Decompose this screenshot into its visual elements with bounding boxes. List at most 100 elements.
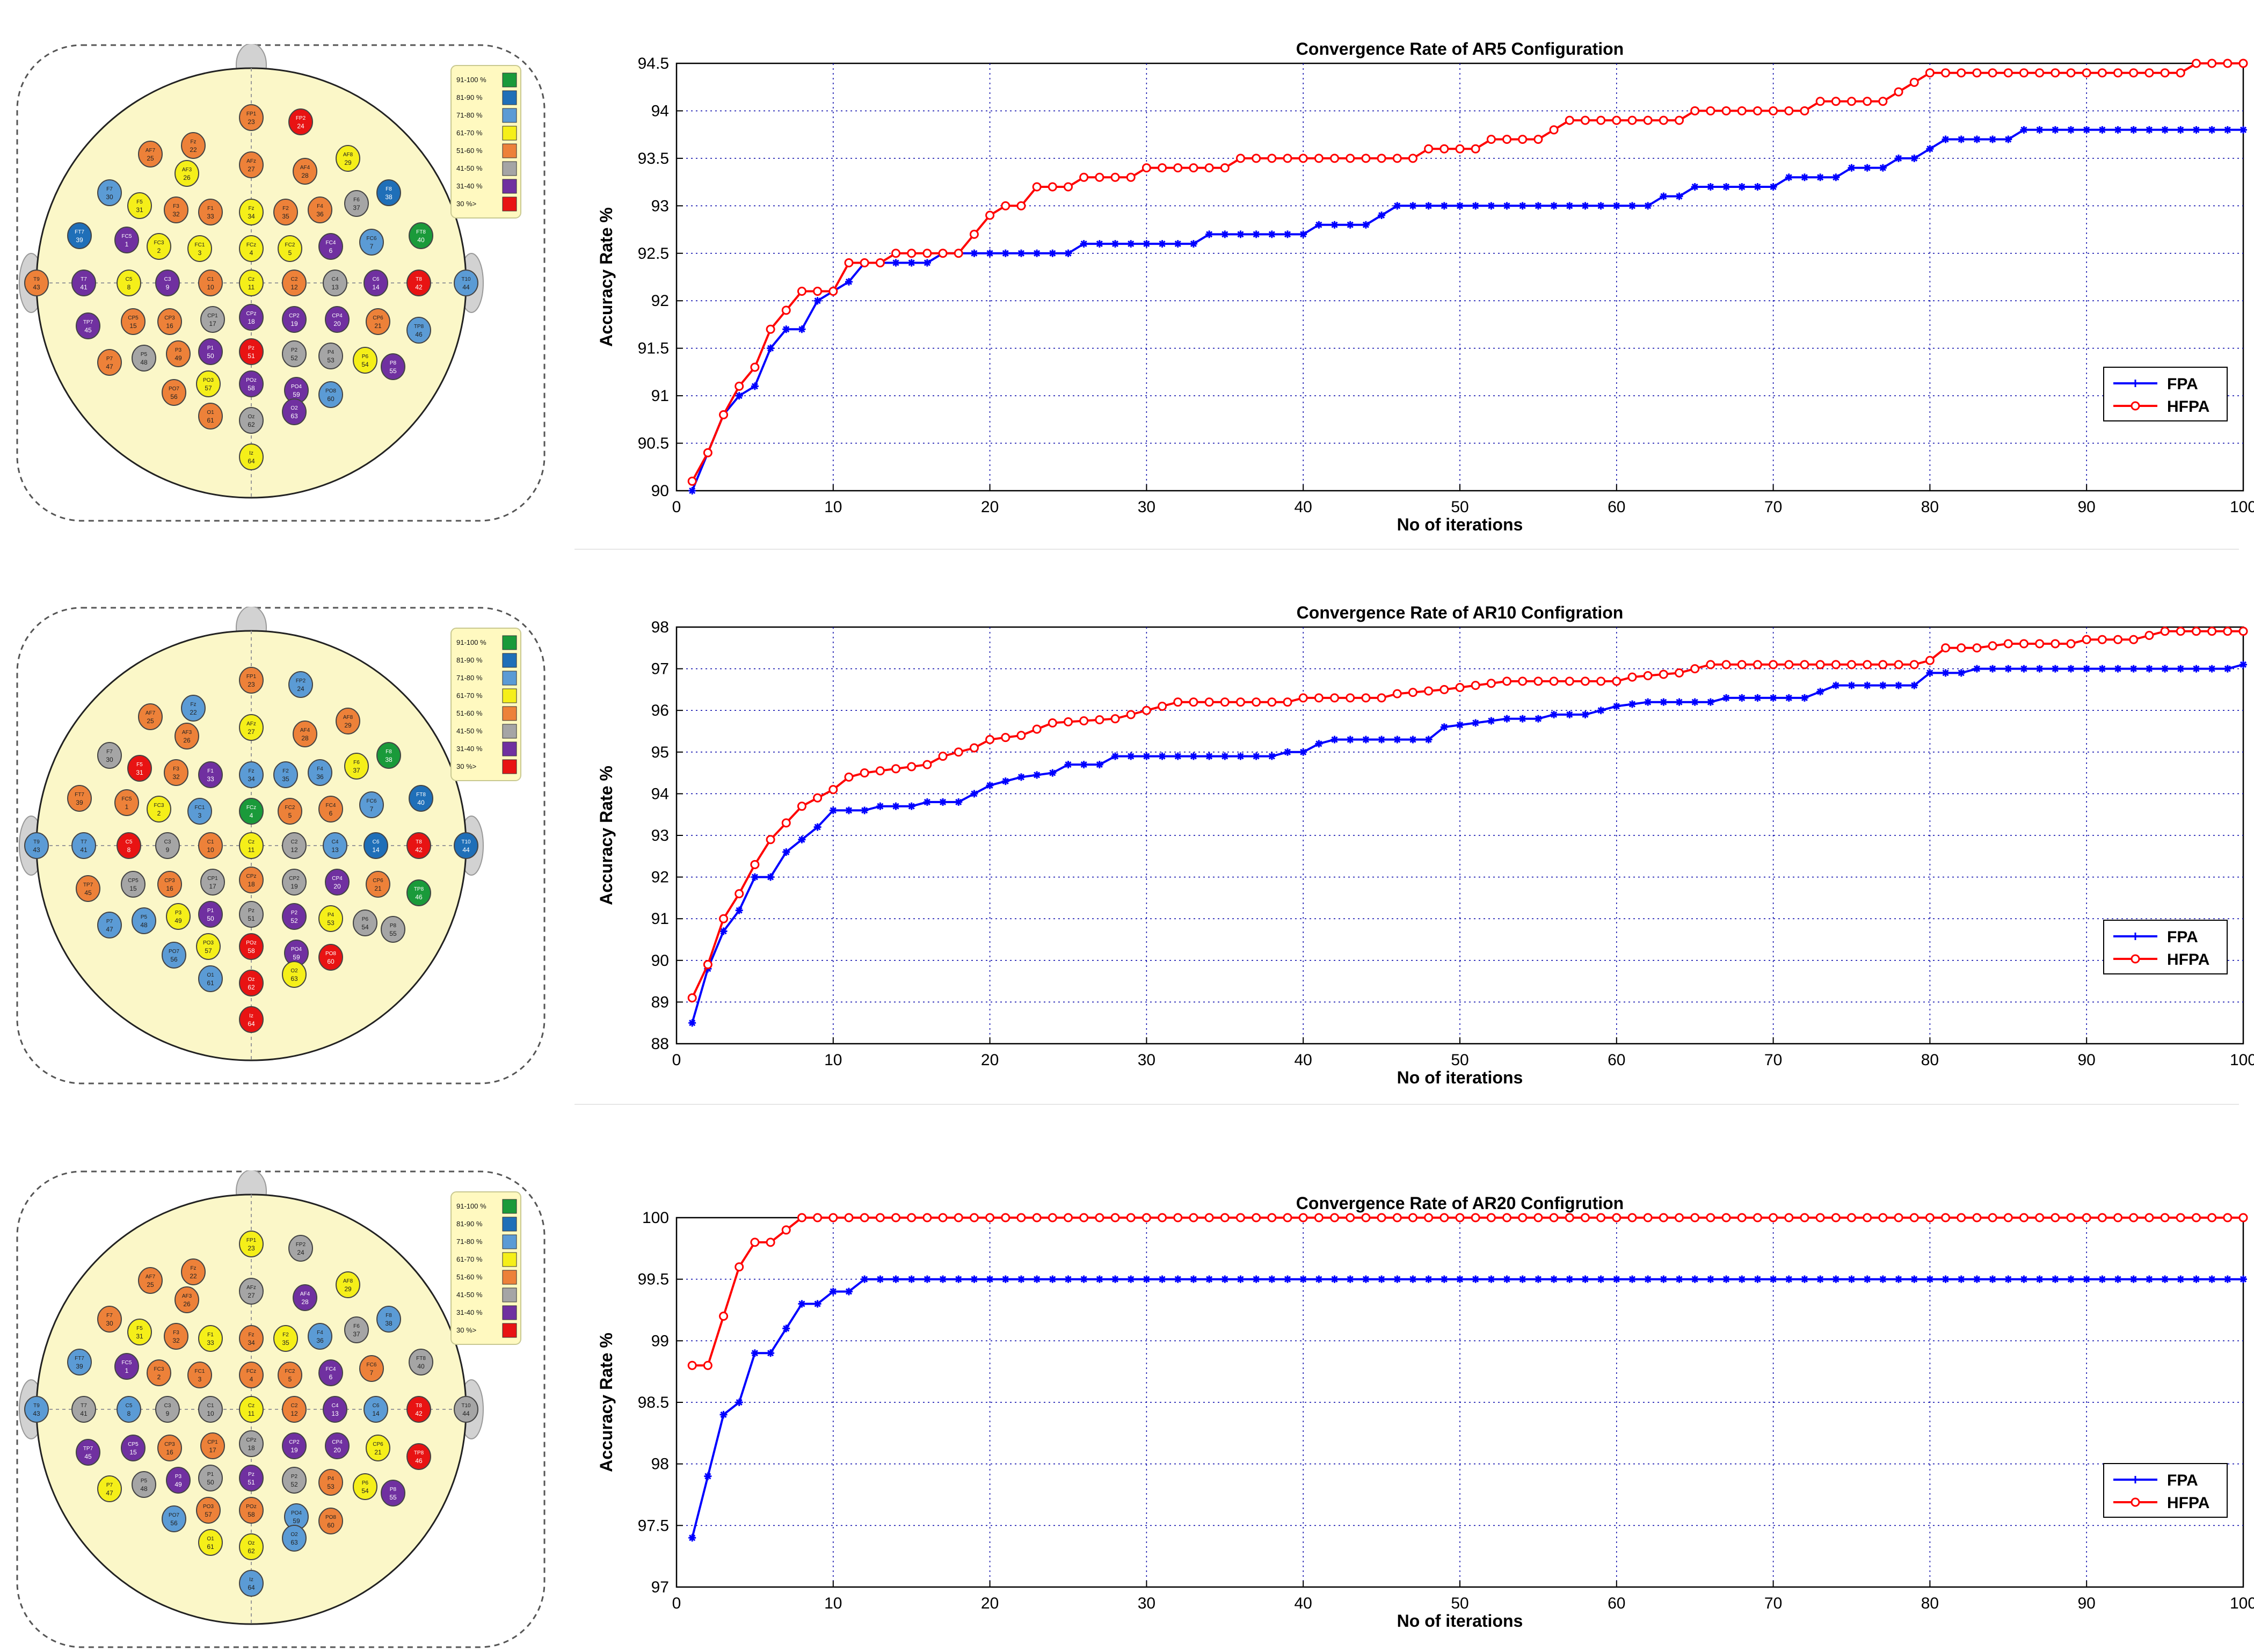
electrode-marker <box>239 1278 264 1305</box>
electrode-index: 11 <box>248 1410 255 1417</box>
data-point-hfpa <box>2082 635 2091 644</box>
electrode-marker <box>239 270 264 296</box>
electrode-index: 3 <box>198 812 202 819</box>
data-point-fpa <box>1315 1275 1323 1283</box>
electrode-name: CP6 <box>373 1442 383 1447</box>
chart-title: Convergence Rate of AR10 Configration <box>1297 603 1624 622</box>
data-point-fpa <box>767 873 775 881</box>
electrode-index: 14 <box>372 283 380 291</box>
electrode-index: 58 <box>248 1511 255 1518</box>
data-point-hfpa <box>1957 68 1966 78</box>
y-tick-label: 97.5 <box>638 1517 669 1534</box>
electrode-index: 56 <box>170 956 178 963</box>
data-point-fpa <box>1926 1275 1934 1283</box>
data-point-fpa <box>1691 698 1699 706</box>
electrode-name: CP5 <box>128 315 139 321</box>
electrode-marker <box>239 714 264 741</box>
electrode-name: Fz <box>248 768 254 774</box>
data-point-hfpa <box>1471 1213 1480 1222</box>
electrode-marker <box>239 338 264 365</box>
electrode-marker <box>157 308 182 335</box>
data-point-fpa <box>829 1287 837 1296</box>
electrode-index: 7 <box>370 243 374 250</box>
electrode-name: AFz <box>246 158 256 164</box>
data-point-fpa <box>1143 752 1151 760</box>
data-point-hfpa <box>875 766 885 776</box>
data-point-fpa <box>2129 126 2137 134</box>
data-point-hfpa <box>1141 705 1151 715</box>
y-tick-label: 94.5 <box>638 55 669 72</box>
data-point-hfpa <box>2066 639 2076 649</box>
data-point-hfpa <box>2238 627 2248 636</box>
data-point-hfpa <box>1502 676 1512 686</box>
data-point-hfpa <box>2003 639 2013 649</box>
data-point-fpa <box>1863 164 1871 172</box>
electrode-marker <box>454 1396 478 1423</box>
x-tick-label: 20 <box>981 1051 999 1069</box>
electrode-marker <box>318 1359 343 1386</box>
electrode-name: CP3 <box>164 1442 175 1447</box>
electrode-index: 31 <box>136 1333 143 1340</box>
data-point-hfpa <box>1204 697 1214 707</box>
electrode-name: CP3 <box>164 878 175 884</box>
electrode-marker <box>162 1505 186 1532</box>
electrode-marker <box>363 832 388 859</box>
data-point-hfpa <box>2207 627 2217 636</box>
data-point-hfpa <box>1314 1213 1324 1222</box>
legend-label-hfpa: HFPA <box>2167 1494 2209 1512</box>
electrode-name: P2 <box>291 347 298 353</box>
data-point-fpa <box>1926 145 1934 153</box>
data-point-hfpa <box>1580 115 1590 125</box>
data-point-fpa <box>1424 202 1433 210</box>
data-point-hfpa <box>1988 641 1997 651</box>
data-point-hfpa <box>1424 144 1434 154</box>
electrode-name: CP2 <box>289 876 300 882</box>
electrode-index: 40 <box>417 1363 425 1370</box>
electrode-marker <box>196 1497 221 1524</box>
scale-legend-swatch <box>502 197 517 212</box>
data-point-hfpa <box>1126 172 1136 182</box>
data-point-hfpa <box>703 448 712 457</box>
data-point-hfpa <box>1204 1213 1214 1222</box>
electrode-marker <box>155 832 180 859</box>
electrode-index: 32 <box>172 773 180 781</box>
electrode-marker <box>282 869 307 896</box>
data-point-hfpa <box>1627 672 1637 682</box>
electrode-name: P2 <box>291 910 298 916</box>
electrode-index: 28 <box>301 1298 309 1306</box>
data-point-fpa <box>1033 771 1041 779</box>
data-point-fpa <box>1095 761 1103 769</box>
electrode-marker <box>381 353 405 380</box>
data-point-hfpa <box>1659 1213 1668 1222</box>
scale-legend-label: 30 %> <box>456 200 476 208</box>
electrode-index: 22 <box>190 146 197 154</box>
electrode-marker <box>325 1432 350 1459</box>
electrode-marker <box>117 832 141 859</box>
x-tick-label: 60 <box>1608 498 1625 516</box>
electrode-marker <box>200 1432 225 1459</box>
electrode-index: 33 <box>207 213 214 220</box>
electrode-marker <box>308 1323 332 1350</box>
electrode-marker <box>336 1271 360 1298</box>
data-point-hfpa <box>2238 59 2248 68</box>
data-point-fpa <box>1221 230 1229 238</box>
data-point-hfpa <box>1815 97 1825 106</box>
data-point-hfpa <box>1189 697 1198 707</box>
legend-box <box>2103 1463 2228 1518</box>
data-point-hfpa <box>1769 1213 1778 1222</box>
data-point-hfpa <box>938 1213 948 1222</box>
data-point-hfpa <box>1565 676 1574 686</box>
data-point-hfpa <box>766 324 775 334</box>
data-point-fpa <box>1440 1275 1448 1283</box>
